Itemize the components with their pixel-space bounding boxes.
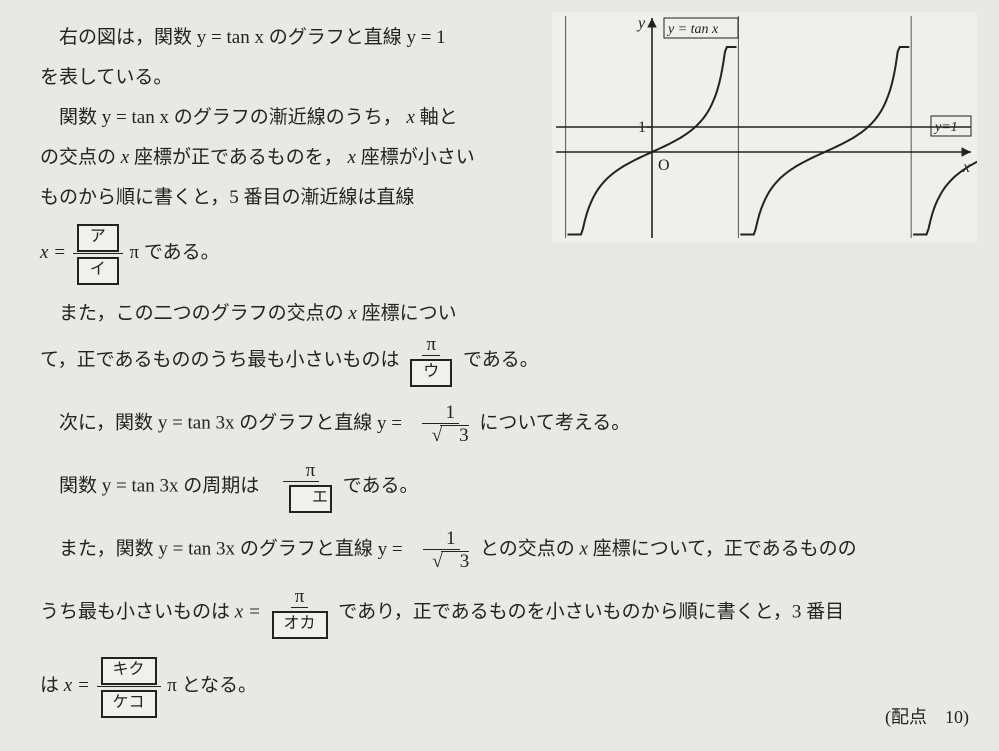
answer-box-i: イ [77,257,119,285]
pi: π [130,242,140,263]
t: との交点の [480,539,580,560]
t: 軸と [420,107,458,128]
t: であり，正であるものを小さいものから順に書くと，3 番目 [338,602,844,623]
t: を表している。 [40,67,172,88]
t: のグラフと直線 [269,27,407,48]
t: 座標が小さい [361,147,475,168]
t: 座標につい [362,303,457,324]
eq-y-1-sqrt3: y = 1 √3 [377,413,479,434]
answer-box-oka: オカ [272,611,328,639]
svg-text:x: x [962,159,970,176]
eq-y-tan3x: y = tan 3x [158,539,235,560]
t: また，関数 [59,539,158,560]
t: は [40,675,64,696]
pi: π [306,460,316,481]
t: 関数 [59,476,102,497]
svg-text:O: O [658,157,670,174]
t: のグラフと直線 [240,539,378,560]
x-eq: x = [235,602,261,623]
t: うち最も小さいものは [40,602,235,623]
t: である。 [463,350,539,371]
t: ものから順に書くと，5 番目の漸近線は直線 [40,187,415,208]
x-var: x [121,147,129,168]
eq-y1: y = 1 [406,27,445,48]
t: となる。 [182,675,257,696]
answer-box-u: ウ [410,359,452,387]
t: 次に，関数 [59,413,158,434]
t: の交点の [40,147,121,168]
t: のグラフと直線 [239,413,377,434]
t: について考える。 [479,413,630,434]
t: て，正であるもののうち最も小さいものは [40,350,404,371]
frac-a-over-i: ア イ [73,221,123,286]
x-var: x [406,107,414,128]
t: 座標が正であるものを， [134,147,343,168]
answer-box-a: ア [77,224,119,252]
tan-graph-svg: y x O 1 y = tan x y=1 [552,12,977,242]
frac-kiku-over-keko: キク ケコ [97,654,161,719]
t: また，この二つのグラフの交点の [59,303,348,324]
t: である。 [343,476,419,497]
t: 関数 [59,107,102,128]
eq-y-tan3x: y = tan 3x [102,476,179,497]
answer-box-e: エ [289,485,332,513]
t: である。 [144,242,220,263]
points-label: (配点 10) [885,699,969,737]
text-block-2: て，正であるもののうち最も小さいものは π ウ である。 次に，関数 y = t… [40,334,969,719]
t: 座標について，正であるものの [593,539,857,560]
x-var: x [348,303,356,324]
x-var: x [348,147,356,168]
svg-text:y=1: y=1 [933,120,958,135]
frac-pi-over-u: π ウ [406,334,456,388]
x-eq: x = [40,242,66,263]
text-block-1: 右の図は，関数 y = tan x のグラフと直線 y = 1 を表している。 … [40,18,570,334]
x-var: x [580,539,588,560]
answer-box-kiku: キク [101,657,157,685]
svg-text:y: y [636,15,646,32]
pi: π [426,334,436,355]
frac-pi-over-oka: π オカ [268,586,332,640]
t: のグラフの漸近線のうち， [174,107,402,128]
eq-y-tanx: y = tan x [197,27,264,48]
page: y x O 1 y = tan x y=1 右の図は，関数 y = tan x のグラフと… [0,0,999,751]
answer-box-keko: ケコ [101,690,157,718]
eq-y-tanx: y = tan x [102,107,169,128]
t: 右の図は，関数 [59,27,197,48]
svg-text:y = tan x: y = tan x [666,22,719,37]
svg-text:1: 1 [638,119,646,136]
pi: π [167,675,177,696]
eq-y-tan3x: y = tan 3x [158,413,235,434]
t: の周期は [183,476,264,497]
x-eq: x = [64,675,90,696]
frac-pi-over-e: π エ [266,460,336,514]
eq-y-1-sqrt3: y = 1 √3 [378,539,480,560]
tan-graph-figure: y x O 1 y = tan x y=1 [552,12,977,242]
pi: π [295,586,305,607]
